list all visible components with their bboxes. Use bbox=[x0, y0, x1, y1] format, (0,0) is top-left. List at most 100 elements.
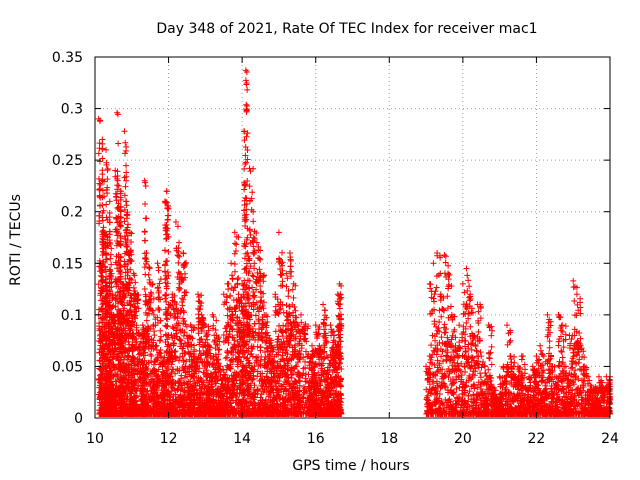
data-point bbox=[112, 295, 119, 302]
data-point bbox=[133, 344, 140, 351]
data-point bbox=[126, 256, 133, 263]
data-point bbox=[143, 215, 150, 222]
data-point bbox=[95, 150, 102, 157]
data-point bbox=[244, 86, 251, 93]
data-points bbox=[95, 67, 613, 417]
data-point bbox=[103, 159, 110, 166]
data-point bbox=[129, 366, 136, 373]
data-point bbox=[250, 249, 257, 256]
data-point bbox=[133, 293, 140, 300]
data-point bbox=[246, 183, 253, 190]
data-point bbox=[99, 217, 106, 224]
data-point bbox=[128, 389, 135, 396]
data-point bbox=[107, 255, 114, 262]
data-point bbox=[136, 332, 143, 339]
data-point bbox=[164, 316, 171, 323]
data-point bbox=[108, 270, 115, 277]
data-point bbox=[143, 317, 150, 324]
data-point bbox=[110, 395, 117, 402]
data-point bbox=[128, 294, 135, 301]
data-point bbox=[131, 272, 138, 279]
data-point bbox=[243, 68, 250, 75]
data-point bbox=[122, 372, 129, 379]
data-point bbox=[115, 200, 122, 207]
data-point bbox=[141, 286, 148, 293]
data-point bbox=[125, 354, 132, 361]
data-point bbox=[254, 343, 261, 350]
data-point bbox=[114, 370, 121, 377]
data-point bbox=[164, 217, 171, 224]
data-point bbox=[108, 261, 115, 268]
data-point bbox=[101, 193, 108, 200]
data-point bbox=[121, 150, 128, 157]
data-point bbox=[157, 337, 164, 344]
data-point bbox=[232, 247, 239, 254]
data-point bbox=[117, 188, 124, 195]
data-point bbox=[123, 173, 130, 180]
data-point bbox=[103, 146, 110, 153]
data-point bbox=[163, 315, 170, 322]
data-point bbox=[163, 323, 170, 330]
data-point bbox=[157, 327, 164, 334]
data-point bbox=[107, 267, 114, 274]
data-point bbox=[108, 283, 115, 290]
data-point bbox=[123, 243, 130, 250]
data-point bbox=[279, 278, 286, 285]
data-point bbox=[128, 323, 135, 330]
data-point bbox=[96, 187, 103, 194]
data-point bbox=[100, 178, 107, 185]
data-point bbox=[96, 212, 103, 219]
data-point bbox=[121, 302, 128, 309]
data-point bbox=[133, 324, 140, 331]
data-point bbox=[228, 272, 235, 279]
data-point bbox=[124, 224, 131, 231]
data-point bbox=[225, 286, 232, 293]
data-point bbox=[124, 260, 131, 267]
data-point bbox=[231, 250, 238, 257]
data-point bbox=[121, 128, 128, 135]
data-point bbox=[124, 237, 131, 244]
data-point bbox=[99, 202, 106, 209]
data-point bbox=[127, 249, 134, 256]
data-point bbox=[228, 260, 235, 267]
data-point bbox=[126, 315, 133, 322]
data-point bbox=[124, 232, 131, 239]
data-point bbox=[122, 139, 129, 146]
data-point bbox=[154, 260, 161, 267]
data-point bbox=[103, 186, 110, 193]
data-point bbox=[125, 338, 132, 345]
data-point bbox=[106, 210, 113, 217]
data-point bbox=[195, 291, 201, 298]
data-point bbox=[117, 264, 124, 271]
data-point bbox=[214, 357, 221, 364]
data-point bbox=[114, 204, 121, 211]
data-point bbox=[123, 202, 130, 209]
data-point bbox=[242, 67, 249, 74]
data-point bbox=[106, 198, 113, 205]
data-point bbox=[96, 140, 103, 147]
data-point bbox=[257, 344, 264, 351]
data-point bbox=[127, 311, 134, 318]
data-point bbox=[127, 257, 134, 264]
chart-title: Day 348 of 2021, Rate Of TEC Index for r… bbox=[156, 21, 537, 37]
data-point bbox=[250, 273, 257, 280]
data-point bbox=[241, 165, 248, 172]
data-point bbox=[213, 317, 220, 324]
data-point bbox=[125, 221, 132, 228]
data-point bbox=[142, 200, 149, 207]
data-point bbox=[147, 351, 154, 358]
data-point bbox=[120, 288, 127, 295]
data-point bbox=[106, 219, 113, 226]
data-point bbox=[104, 165, 111, 172]
data-point bbox=[147, 289, 154, 296]
data-point bbox=[134, 291, 141, 298]
data-point bbox=[103, 250, 110, 257]
data-point bbox=[124, 209, 131, 216]
data-point bbox=[95, 281, 102, 288]
data-point bbox=[117, 203, 124, 210]
data-point bbox=[250, 218, 257, 225]
data-point bbox=[162, 295, 169, 302]
data-point bbox=[235, 275, 242, 282]
data-point bbox=[103, 256, 110, 263]
